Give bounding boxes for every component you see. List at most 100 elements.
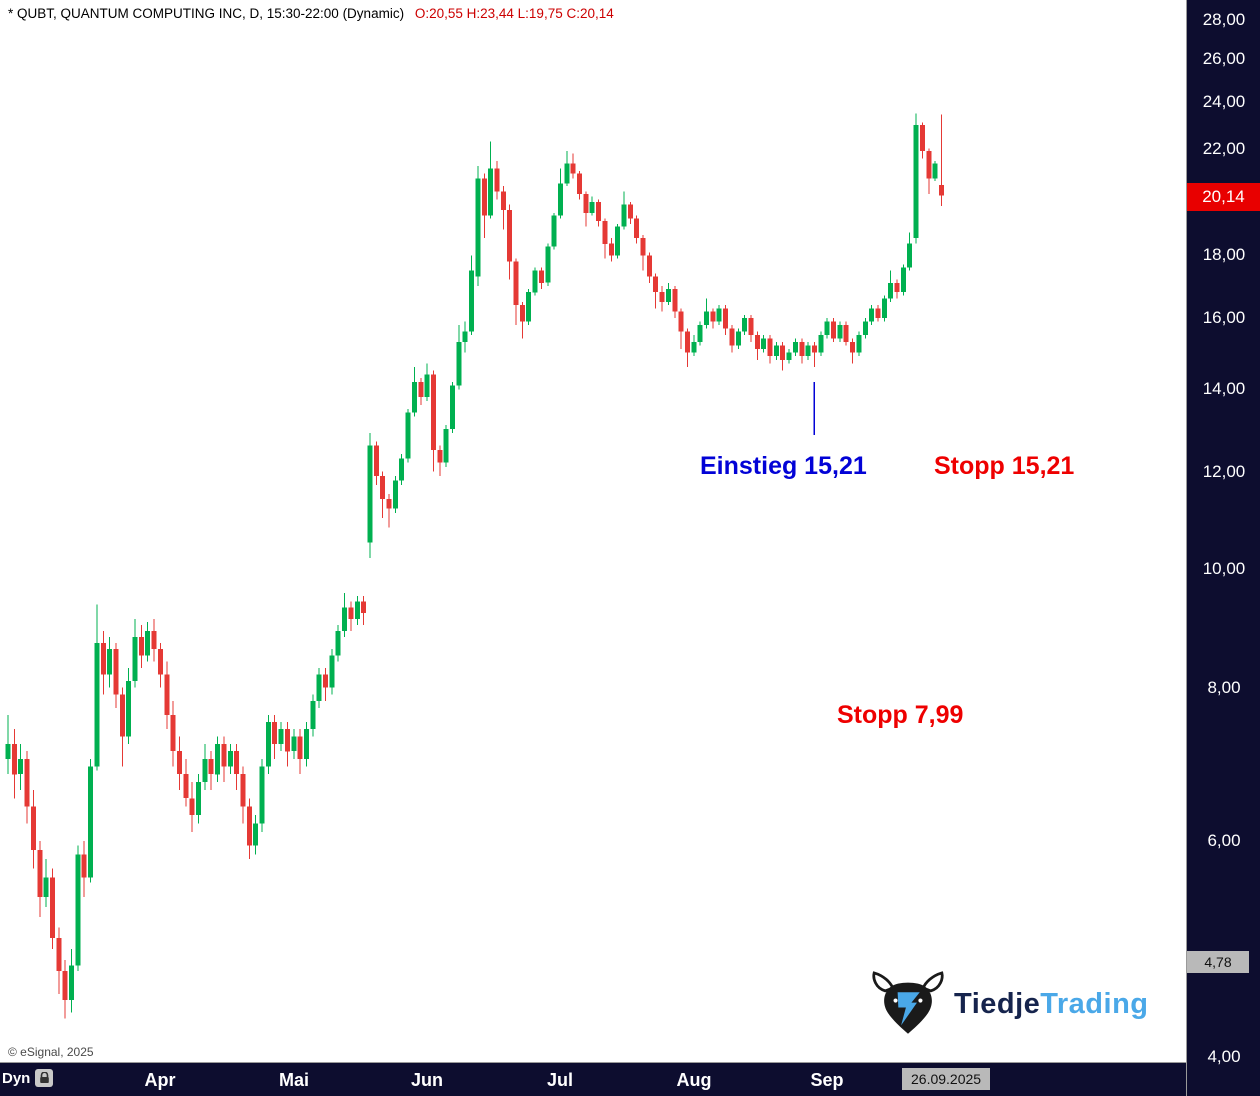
candle [392, 476, 398, 514]
candle [386, 494, 392, 528]
chart-title: * QUBT, QUANTUM COMPUTING INC, D, 15:30-… [8, 6, 614, 21]
candle [24, 751, 30, 824]
candle [30, 790, 36, 869]
candle [443, 424, 449, 468]
stop-upper-annotation[interactable]: Stopp 15,21 [934, 452, 1075, 480]
candle [278, 722, 284, 752]
candle [354, 596, 360, 625]
candle [107, 636, 113, 688]
candle [215, 736, 220, 783]
candle [246, 798, 252, 859]
entry-annotation[interactable]: Einstieg 15,21 [700, 452, 867, 480]
candle [157, 642, 163, 688]
candle [62, 959, 68, 1019]
price-axis[interactable]: 20,14 4,78 28,00 26,00 24,00 22,00 18,00 16,0… [1186, 0, 1260, 1096]
lock-icon[interactable] [35, 1069, 54, 1087]
candle [786, 349, 792, 364]
candle [100, 630, 106, 695]
candle [265, 714, 271, 775]
candle [303, 722, 309, 767]
candle [373, 441, 379, 485]
stop-lower-annotation[interactable]: Stopp 7,99 [837, 701, 964, 729]
candle [818, 331, 824, 357]
candle [56, 927, 62, 995]
candle [18, 743, 24, 791]
last-price-badge: 20,14 [1187, 183, 1260, 211]
bull-logo-icon [872, 971, 944, 1034]
month-label: Sep [810, 1070, 844, 1090]
candle [272, 714, 278, 759]
candle [856, 331, 862, 357]
month-label: Jun [410, 1070, 444, 1090]
candle [399, 454, 405, 485]
month-label: Mai [278, 1070, 310, 1090]
candle [316, 668, 322, 708]
candle [5, 714, 11, 775]
candle [94, 604, 100, 771]
candle [926, 148, 932, 194]
candle [672, 285, 678, 319]
candle [640, 235, 646, 271]
candle [564, 150, 570, 187]
candle [583, 191, 589, 227]
candle [145, 621, 151, 662]
candle [697, 321, 703, 346]
candle [151, 619, 157, 662]
candle [577, 170, 582, 200]
candle [183, 758, 189, 807]
price-tick-label: 6,00 [1207, 831, 1241, 850]
candle [126, 668, 132, 744]
candle [780, 342, 786, 371]
tiedjetrading-watermark: TiedjeTrading [870, 970, 1149, 1038]
candle [678, 308, 684, 350]
candle [545, 243, 551, 286]
candle [113, 642, 119, 708]
candle [475, 165, 481, 286]
candle [792, 338, 798, 357]
candle [519, 301, 525, 339]
time-axis[interactable]: Dyn 26.09.2025 Apr Mai Jun Jul Aug Sep [0, 1062, 1186, 1096]
candle [132, 619, 138, 688]
candle [462, 321, 468, 353]
candle [704, 298, 709, 329]
candle [456, 324, 462, 390]
candle [596, 199, 601, 227]
dynamic-mode-button[interactable]: Dyn [2, 1069, 54, 1087]
candle [196, 774, 201, 824]
candle [773, 342, 779, 360]
candle [81, 840, 87, 898]
candle [469, 255, 474, 336]
chart-plot-area[interactable]: * QUBT, QUANTUM COMPUTING INC, D, 15:30-… [0, 0, 1186, 1062]
price-tick-label: 22,00 [1202, 139, 1246, 158]
candle [551, 212, 557, 250]
candle [202, 743, 208, 791]
brand-text-bold: Tiedje [954, 987, 1041, 1020]
candle [805, 342, 811, 360]
price-tick-label: 8,00 [1207, 678, 1241, 697]
candle [138, 624, 144, 668]
candle [767, 335, 773, 364]
candle [862, 318, 868, 339]
candle [811, 342, 817, 367]
candle [938, 114, 944, 206]
candlestick-chart [5, 113, 944, 1019]
candle [291, 729, 297, 759]
candle [450, 381, 455, 433]
candle [43, 859, 49, 907]
price-tick-label: 16,00 [1202, 308, 1246, 327]
candle [329, 649, 335, 695]
candle [119, 687, 125, 767]
candle [831, 318, 836, 343]
candle [342, 593, 347, 637]
candle [49, 868, 55, 949]
cursor-date-badge: 26.09.2025 [902, 1068, 991, 1090]
candle [653, 273, 659, 309]
candle [11, 729, 17, 799]
candle [189, 782, 195, 833]
candle [253, 814, 259, 855]
candle [170, 701, 176, 767]
candle [367, 433, 373, 559]
candle [589, 196, 595, 216]
candle [729, 324, 735, 353]
